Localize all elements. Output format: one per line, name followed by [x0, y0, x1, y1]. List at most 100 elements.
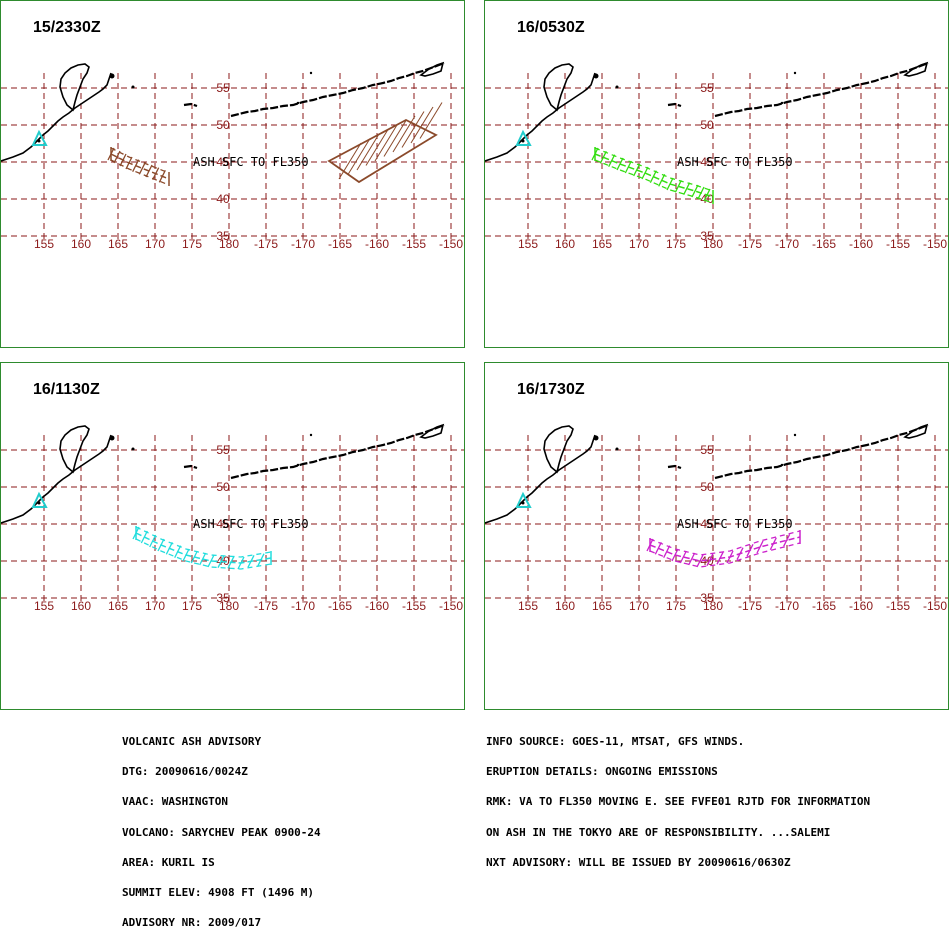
longitude-label: 170 [145, 599, 165, 613]
longitude-label: -155 [402, 237, 426, 251]
longitude-label: -165 [328, 237, 352, 251]
advisory-line: AREA: KURIL IS [122, 855, 215, 869]
ash-cloud-hatch [207, 554, 215, 568]
panel-title: 15/2330Z [33, 19, 101, 36]
ash-cloud-hatch [658, 174, 666, 187]
volcano-triangle-icon [515, 129, 532, 146]
ash-cloud-centerline [594, 153, 714, 198]
ash-cloud-hatch [247, 555, 255, 568]
volcano-dot-icon [521, 139, 525, 143]
longitude-label: -150 [923, 599, 947, 613]
coastline-alaska [903, 423, 929, 439]
coastline-kurils [485, 434, 596, 524]
island-mark [593, 435, 599, 441]
ash-cloud-hatch [746, 544, 754, 557]
volcano-triangle-icon [31, 129, 48, 146]
ash-cloud-hatch [696, 554, 704, 568]
volcano-triangle-icon [31, 491, 48, 508]
longitude-label: 155 [34, 599, 54, 613]
ash-cloud-hatch [217, 555, 225, 568]
longitude-label: -165 [812, 599, 836, 613]
longitude-label: 155 [34, 237, 54, 251]
ash-cloud-hatch [663, 545, 671, 558]
longitude-label: 175 [182, 237, 202, 251]
ash-cloud-hatch [783, 534, 791, 547]
ash-altitude-label: ASH SFC TO FL350 [677, 155, 793, 169]
advisory-line: INFO SOURCE: GOES-11, MTSAT, GFS WINDS. [486, 735, 745, 748]
coastline-kamchatka [59, 425, 90, 474]
longitude-label: 180 [219, 599, 239, 613]
ash-cloud-west-hatch [152, 167, 160, 180]
island-mark [309, 71, 313, 75]
coastline-kurils [485, 72, 596, 162]
island-mark [131, 85, 135, 89]
panel-title: 16/1130Z [33, 381, 100, 398]
ash-cloud-hatch [674, 180, 682, 193]
latitude-label: 40 [216, 192, 230, 206]
ash-cloud-west-hatch [113, 150, 121, 164]
ash-cloud-hatch [654, 542, 662, 555]
latitude-label: 50 [216, 480, 230, 494]
longitude-label: 170 [145, 237, 165, 251]
coastline-alaska [419, 423, 445, 439]
longitude-label: -175 [738, 599, 762, 613]
ash-cloud-east-hatch [392, 115, 416, 153]
longitude-label: 155 [518, 599, 538, 613]
map-canvas: 155 160 165 170 175 180 -175 -170 -165 -160 -155 -1… [1, 423, 464, 613]
longitude-label: -170 [291, 237, 315, 251]
ash-cloud-hatch [769, 537, 777, 550]
forecast-panel-4: 155 160 165 170 175 180 -175 -170 -165 -160 -155 -1… [484, 362, 949, 710]
latitude-label: 45 [700, 517, 714, 531]
ash-cloud-west-hatch [119, 153, 127, 167]
coastline-alaska [419, 61, 445, 77]
longitude-label: 160 [71, 599, 91, 613]
ash-cloud-hatch [199, 552, 207, 566]
ash-cloud-west-lower-edge [110, 159, 170, 186]
coastline-kamchatka [59, 63, 90, 112]
ash-cloud-hatch [257, 553, 265, 566]
advisory-line: VAAC: WASHINGTON [122, 795, 228, 809]
longitude-label: -170 [775, 237, 799, 251]
longitude-label: 180 [703, 237, 723, 251]
ash-cloud-east-hatch [347, 138, 371, 175]
latitude-label: 55 [216, 81, 230, 95]
island-mark [296, 463, 300, 467]
panel-title: 16/0530Z [517, 19, 585, 36]
advisory-line: ERUPTION DETAILS: ONGOING EMISSIONS [486, 765, 718, 779]
latitude-label: 55 [700, 443, 714, 457]
advisory-line: VOLCANIC ASH ADVISORY [122, 735, 262, 748]
ash-cloud-hatch [736, 547, 744, 560]
ash-cloud-west-hatch [132, 159, 140, 172]
ash-cloud-hatch [641, 166, 649, 180]
coastline-aleutians [667, 61, 929, 118]
longitude-label: -150 [923, 237, 947, 251]
longitude-label: 175 [666, 237, 686, 251]
ash-cloud-hatch [227, 556, 235, 569]
map-canvas: 155 160 165 170 175 180 -175 -170 -165 -160 -155 -1… [485, 61, 948, 251]
longitude-label: 180 [219, 237, 239, 251]
coastline-alaska [903, 61, 929, 77]
ash-altitude-label: ASH SFC TO FL350 [193, 155, 309, 169]
longitude-label: -175 [254, 599, 278, 613]
forecast-panel-3: 155 160 165 170 175 180 -175 -170 -165 -160 -155 -1… [0, 362, 465, 710]
longitude-label: 165 [108, 599, 128, 613]
longitude-label: -170 [291, 599, 315, 613]
ash-cloud-east-hatch [410, 106, 434, 144]
ash-cloud-hatch [190, 550, 198, 564]
ash-cloud-west-hatch [125, 156, 133, 170]
ash-cloud-hatch [165, 542, 173, 555]
ash-altitude-label: ASH SFC TO FL350 [193, 517, 309, 531]
longitude-label: 180 [703, 599, 723, 613]
ash-cloud-hatch [140, 530, 148, 544]
latitude-label: 50 [700, 480, 714, 494]
latitude-label: 35 [700, 591, 714, 605]
ash-cloud-hatch [716, 552, 724, 565]
ash-cloud-east-hatch [356, 133, 380, 171]
ash-cloud-upper-edge [135, 526, 272, 558]
ash-cloud-hatch [697, 186, 705, 200]
ash-cloud-east-hatch [401, 111, 425, 148]
longitude-label: -175 [254, 237, 278, 251]
volcano-dot-icon [521, 501, 525, 505]
longitude-label: -165 [812, 237, 836, 251]
ash-cloud-hatch [599, 151, 607, 164]
